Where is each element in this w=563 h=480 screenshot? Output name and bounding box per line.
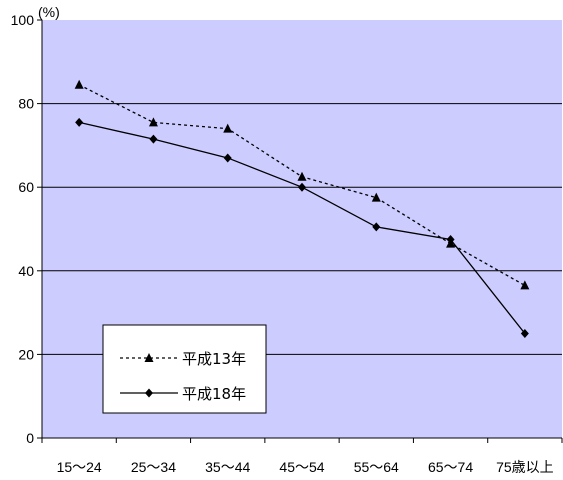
x-tick-label: 25～34 — [131, 459, 176, 475]
data-point-marker — [372, 222, 381, 232]
series-layer — [74, 79, 530, 338]
x-tick-label: 35～44 — [205, 459, 250, 475]
x-tick-label: 55～64 — [354, 459, 399, 475]
y-tick-label: 40 — [18, 263, 34, 279]
data-point-marker — [223, 123, 233, 133]
y-tick-label: 20 — [18, 346, 34, 362]
data-point-marker — [223, 153, 232, 163]
series-1 — [75, 117, 529, 338]
legend-label: 平成18年 — [182, 385, 246, 403]
x-tick-label: 65～74 — [428, 459, 473, 475]
data-point-marker — [520, 280, 530, 290]
data-point-marker — [298, 182, 306, 192]
legend-marker — [145, 388, 153, 398]
legend-box — [102, 324, 267, 414]
data-point-marker — [371, 192, 381, 202]
data-point-marker — [74, 79, 84, 89]
y-tick-label: 80 — [18, 96, 34, 112]
x-axis-ticks: 15～24 25～34 35～44 45～54 55～64 65～74 75歳以上 — [41, 438, 563, 475]
y-tick-label: 100 — [11, 12, 35, 28]
data-point-marker — [149, 134, 158, 144]
data-point-marker — [446, 234, 455, 244]
data-point-marker — [520, 329, 529, 338]
data-point-marker — [297, 171, 307, 181]
y-axis-unit-label: (%) — [38, 4, 60, 20]
data-point-marker — [75, 117, 84, 127]
legend-marker — [144, 353, 154, 362]
y-tick-label: 60 — [18, 179, 34, 195]
legend-label: 平成13年 — [182, 350, 246, 368]
y-tick-label: 0 — [26, 430, 34, 446]
x-tick-label: 15～24 — [57, 459, 102, 475]
y-axis-ticks: 0 20 40 60 80 100 — [11, 12, 42, 446]
data-point-marker — [148, 117, 158, 127]
x-tick-label: 45～54 — [279, 459, 324, 475]
x-tick-label: 75歳以上 — [496, 459, 554, 475]
